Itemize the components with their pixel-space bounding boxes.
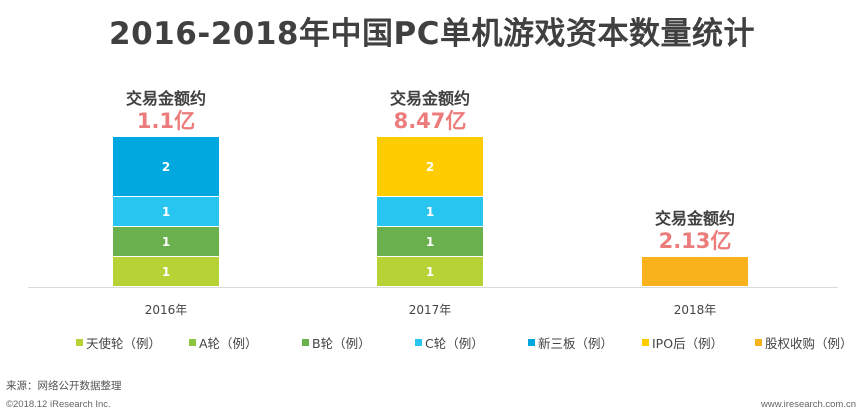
data-label: 1	[426, 265, 434, 279]
data-label: 1	[162, 265, 170, 279]
legend-label: A轮（例）	[199, 336, 258, 351]
legend-swatch	[189, 339, 196, 346]
chart-title: 2016-2018年中国PC单机游戏资本数量统计	[109, 16, 755, 52]
legend-item: 新三板（例）	[528, 333, 613, 352]
bar-segment-1-B轮例	[113, 227, 219, 256]
data-label: 1	[426, 235, 434, 249]
x-tick-label: 2018年	[674, 303, 717, 317]
legend-swatch	[302, 339, 309, 346]
website-note: www.iresearch.com.cn	[760, 399, 856, 410]
annotation-label: 交易金额约	[126, 89, 206, 108]
bar-segment-1-C轮例	[113, 197, 219, 226]
data-label: 2	[426, 160, 434, 174]
data-label: 1	[162, 235, 170, 249]
legend-swatch	[528, 339, 535, 346]
annotation-amount: 1.1亿	[137, 109, 195, 133]
x-tick-label: 2017年	[409, 303, 452, 317]
bar-segment-2-B轮例	[377, 227, 483, 256]
legend-item: C轮（例）	[415, 333, 484, 352]
legend-label: C轮（例）	[425, 336, 484, 351]
data-label: 1	[426, 205, 434, 219]
legend-item: 天使轮（例）	[76, 333, 161, 352]
bar-segment-2-IPO后例	[377, 137, 483, 196]
legend-swatch	[642, 339, 649, 346]
data-label: 2	[162, 160, 170, 174]
bar-segment-2-天使轮例	[377, 257, 483, 286]
bar-segment-1-新三板例	[113, 137, 219, 196]
data-label: 1	[162, 205, 170, 219]
x-tick-label: 2016年	[145, 303, 188, 317]
source-note: 来源：网络公开数据整理	[6, 380, 122, 392]
copyright-note: ©2018.12 iResearch Inc.	[6, 399, 111, 410]
legend-label: 股权收购（例）	[765, 336, 853, 351]
bar-segment-2-C轮例	[377, 197, 483, 226]
annotation-amount: 8.47亿	[394, 109, 467, 133]
annotation-label: 交易金额约	[390, 89, 470, 108]
legend-swatch	[76, 339, 83, 346]
legend-label: IPO后（例）	[652, 336, 724, 351]
bar-segment-1-天使轮例	[113, 257, 219, 286]
legend-label: B轮（例）	[312, 336, 371, 351]
annotation-label: 交易金额约	[655, 209, 735, 228]
legend-label: 新三板（例）	[538, 336, 614, 351]
bar-segment-3-股权收购例	[642, 257, 748, 286]
legend-label: 天使轮（例）	[86, 336, 162, 351]
annotation-amount: 2.13亿	[659, 229, 732, 253]
legend-item: B轮（例）	[302, 333, 371, 352]
legend-item: A轮（例）	[189, 333, 258, 352]
legend-swatch	[755, 339, 762, 346]
legend-item: IPO后（例）	[642, 333, 723, 352]
legend-swatch	[415, 339, 422, 346]
legend-item: 股权收购（例）	[755, 333, 853, 352]
stacked-bar-chart: 1112交易金额约1.1亿2016年1112交易金额约8.47亿2017年交易金…	[28, 89, 838, 317]
